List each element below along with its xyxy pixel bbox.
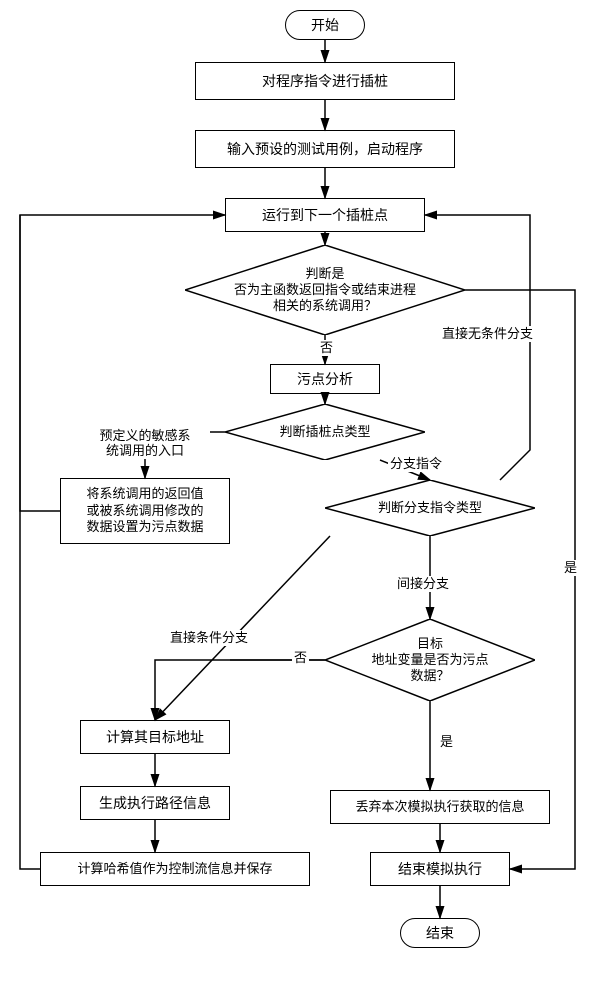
node-discard: 丢弃本次模拟执行获取的信息: [330, 790, 550, 824]
node-taint-analysis: 污点分析: [270, 364, 380, 394]
label-no: 否: [318, 340, 335, 356]
node-input-testcase: 输入预设的测试用例，启动程序: [195, 130, 455, 168]
label-cond-branch: 直接条件分支: [168, 630, 250, 646]
node-hash: 计算哈希值作为控制流信息并保存: [40, 852, 310, 886]
node-start: 开始: [285, 10, 365, 40]
node-instrument: 对程序指令进行插桩: [195, 62, 455, 100]
node-gen-path: 生成执行路径信息: [80, 786, 230, 820]
decision-stub-type: 判断插桩点类型: [225, 404, 425, 460]
label-no-2: 否: [292, 650, 309, 666]
label-uncond-branch: 直接无条件分支: [440, 326, 535, 342]
decision-main-return: 判断是 否为主函数返回指令或结束进程 相关的系统调用？: [185, 245, 465, 335]
decision-branch-type: 判断分支指令类型: [325, 480, 535, 536]
node-end-sim: 结束模拟执行: [370, 852, 510, 886]
label-yes-1: 是: [562, 560, 579, 576]
node-set-taint: 将系统调用的返回值 或被系统调用修改的 数据设置为污点数据: [60, 478, 230, 544]
node-start-text: 开始: [311, 16, 339, 34]
label-indirect-branch: 间接分支: [395, 576, 451, 592]
node-end: 结束: [400, 918, 480, 948]
decision-target-tainted: 目标 地址变量是否为污点 数据？: [325, 619, 535, 701]
label-predefined-syscall: 预定义的敏感系 统调用的入口: [80, 412, 210, 459]
node-calc-target: 计算其目标地址: [80, 720, 230, 754]
label-branch-instr: 分支指令: [388, 456, 444, 472]
label-yes-2: 是: [438, 734, 455, 750]
node-run-next: 运行到下一个插桩点: [225, 198, 425, 232]
